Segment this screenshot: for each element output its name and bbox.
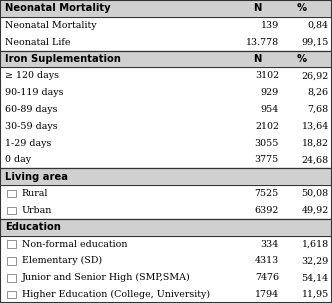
Text: 4313: 4313 (255, 256, 279, 265)
Text: Higher Education (College, University): Higher Education (College, University) (22, 290, 210, 299)
Text: Neonatal Life: Neonatal Life (5, 38, 70, 47)
Text: 3055: 3055 (255, 138, 279, 148)
Text: 54,14: 54,14 (301, 273, 329, 282)
Text: 99,15: 99,15 (301, 38, 329, 47)
Text: 334: 334 (261, 240, 279, 248)
Text: 60-89 days: 60-89 days (5, 105, 57, 114)
Bar (8, 257, 16, 265)
Text: 30-59 days: 30-59 days (5, 122, 58, 131)
Bar (8, 291, 16, 298)
Text: 6392: 6392 (255, 206, 279, 215)
Text: 139: 139 (261, 21, 279, 30)
Text: 0 day: 0 day (5, 155, 31, 165)
Text: 929: 929 (261, 88, 279, 97)
Text: 26,92: 26,92 (301, 71, 329, 80)
Text: 11,95: 11,95 (301, 290, 329, 299)
Text: 32,29: 32,29 (301, 256, 329, 265)
Text: 7,68: 7,68 (307, 105, 329, 114)
Text: Living area: Living area (5, 172, 68, 182)
Text: 18,82: 18,82 (302, 138, 329, 148)
Text: ≥ 120 days: ≥ 120 days (5, 71, 59, 80)
Text: 3102: 3102 (255, 71, 279, 80)
Bar (8, 274, 16, 281)
Text: 24,68: 24,68 (301, 155, 329, 165)
Text: 1,618: 1,618 (301, 240, 329, 248)
Text: 1-29 days: 1-29 days (5, 138, 51, 148)
Text: 90-119 days: 90-119 days (5, 88, 63, 97)
Bar (8, 240, 16, 248)
Text: 7476: 7476 (255, 273, 279, 282)
Text: 2102: 2102 (255, 122, 279, 131)
Text: %: % (297, 54, 307, 64)
Bar (8, 190, 16, 197)
Text: Elementary (SD): Elementary (SD) (22, 256, 102, 265)
Bar (8, 207, 16, 214)
Text: 0,84: 0,84 (308, 21, 329, 30)
Text: Junior and Senior High (SMP,SMA): Junior and Senior High (SMP,SMA) (22, 273, 190, 282)
Text: 8,26: 8,26 (307, 88, 329, 97)
Text: N: N (253, 54, 262, 64)
Text: 49,92: 49,92 (301, 206, 329, 215)
Text: Neonatal Mortality: Neonatal Mortality (5, 21, 97, 30)
Text: %: % (297, 3, 307, 13)
Text: 954: 954 (261, 105, 279, 114)
Text: Non-formal education: Non-formal education (22, 240, 127, 248)
Text: Education: Education (5, 222, 61, 232)
Text: 13.778: 13.778 (246, 38, 279, 47)
Text: Urban: Urban (22, 206, 52, 215)
Text: 1794: 1794 (255, 290, 279, 299)
Text: 50,08: 50,08 (301, 189, 329, 198)
Text: 7525: 7525 (255, 189, 279, 198)
Text: Neonatal Mortality: Neonatal Mortality (5, 3, 111, 13)
Text: 13,64: 13,64 (301, 122, 329, 131)
Text: Iron Suplementation: Iron Suplementation (5, 54, 121, 64)
Text: 3775: 3775 (255, 155, 279, 165)
Text: Rural: Rural (22, 189, 48, 198)
Text: N: N (253, 3, 262, 13)
